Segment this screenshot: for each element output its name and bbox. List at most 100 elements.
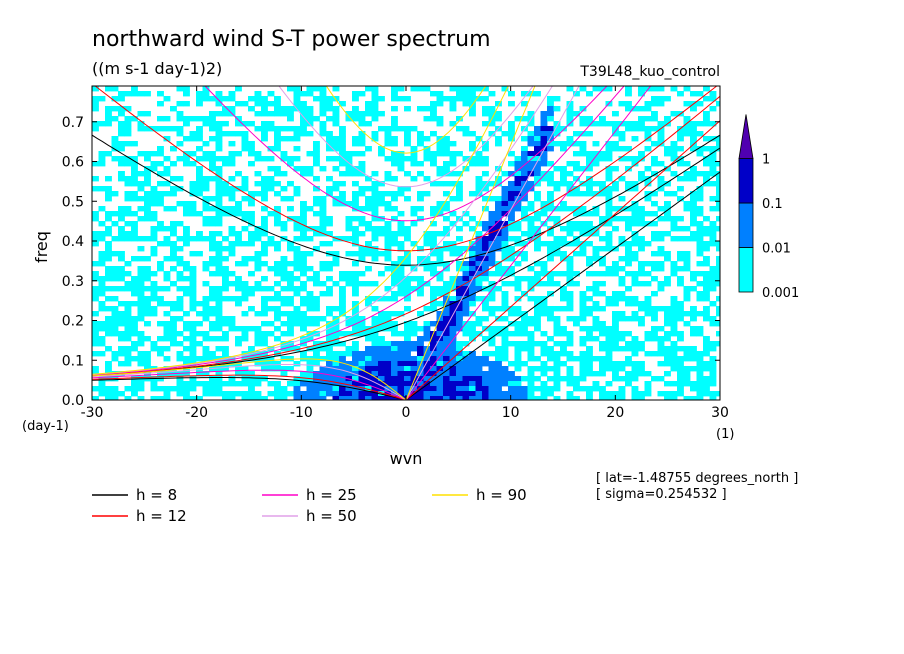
power-cell xyxy=(436,321,444,327)
power-cell xyxy=(638,126,645,132)
power-cell xyxy=(365,111,372,117)
power-cell xyxy=(176,306,184,312)
power-cell xyxy=(664,211,671,217)
power-cell xyxy=(365,221,372,227)
power-cell xyxy=(293,186,301,192)
power-cell xyxy=(241,291,249,297)
power-cell xyxy=(657,186,665,192)
power-cell xyxy=(228,156,236,162)
power-cell xyxy=(131,331,138,337)
power-cell xyxy=(131,346,138,352)
power-cell xyxy=(300,101,307,107)
power-cell xyxy=(566,341,574,347)
power-cell xyxy=(189,136,197,142)
power-cell xyxy=(384,366,392,372)
power-cell xyxy=(358,121,366,127)
power-cell xyxy=(118,391,125,397)
power-cell xyxy=(488,306,496,312)
power-cell xyxy=(241,261,249,267)
power-cell xyxy=(709,281,717,287)
power-cell xyxy=(456,376,463,382)
power-cell xyxy=(235,206,242,212)
power-cell xyxy=(638,206,645,212)
power-cell xyxy=(592,181,600,187)
power-cell xyxy=(404,226,411,232)
power-cell xyxy=(456,296,463,302)
power-cell xyxy=(358,271,366,277)
power-cell xyxy=(514,191,522,197)
power-cell xyxy=(443,226,450,232)
power-cell xyxy=(365,336,372,342)
power-cell xyxy=(638,106,645,112)
power-cell xyxy=(417,346,424,352)
power-cell xyxy=(631,376,639,382)
power-cell xyxy=(534,161,541,167)
power-cell xyxy=(189,191,197,197)
power-cell xyxy=(430,116,437,122)
power-cell xyxy=(345,156,353,162)
power-cell xyxy=(352,226,359,232)
power-cell xyxy=(131,226,138,232)
power-cell xyxy=(319,366,327,372)
power-cell xyxy=(534,211,541,217)
power-cell xyxy=(651,291,658,297)
power-cell xyxy=(176,186,184,192)
power-cell xyxy=(599,341,606,347)
power-cell xyxy=(638,216,645,222)
power-cell xyxy=(215,221,223,227)
power-cell xyxy=(690,201,697,207)
power-cell xyxy=(137,286,145,292)
power-cell xyxy=(709,226,717,232)
power-cell xyxy=(261,176,268,182)
power-cell xyxy=(501,391,509,397)
power-cell xyxy=(696,356,704,362)
power-cell xyxy=(573,176,580,182)
power-cell xyxy=(482,336,489,342)
power-cell xyxy=(280,266,288,272)
power-cell xyxy=(189,201,197,207)
power-cell xyxy=(638,91,645,97)
power-cell xyxy=(430,221,437,227)
power-cell xyxy=(274,111,281,117)
power-cell xyxy=(709,156,717,162)
power-cell xyxy=(475,181,483,187)
power-cell xyxy=(534,341,541,347)
power-cell xyxy=(209,356,216,362)
power-cell xyxy=(241,256,249,262)
power-cell xyxy=(189,276,197,282)
power-cell xyxy=(657,306,665,312)
power-cell xyxy=(657,96,665,102)
power-cell xyxy=(371,281,379,287)
power-cell xyxy=(514,166,522,172)
power-cell xyxy=(326,101,333,107)
power-cell xyxy=(527,376,535,382)
power-cell xyxy=(703,146,710,152)
power-cell xyxy=(254,156,262,162)
power-cell xyxy=(319,101,327,107)
power-cell xyxy=(683,126,691,132)
power-cell xyxy=(677,281,684,287)
power-cell xyxy=(703,391,710,397)
power-cell xyxy=(462,286,470,292)
power-cell xyxy=(540,136,548,142)
power-cell xyxy=(469,246,476,252)
power-cell xyxy=(111,236,119,242)
power-cell xyxy=(404,131,411,137)
power-cell xyxy=(131,116,138,122)
power-cell xyxy=(469,156,476,162)
power-cell xyxy=(651,201,658,207)
power-cell xyxy=(423,351,431,357)
power-cell xyxy=(111,306,119,312)
power-cell xyxy=(475,231,483,237)
power-cell xyxy=(618,346,626,352)
power-cell xyxy=(274,296,281,302)
power-cell xyxy=(716,281,720,287)
power-cell xyxy=(215,156,223,162)
power-cell xyxy=(371,171,379,177)
ig-curve-h12 xyxy=(94,86,718,252)
power-cell xyxy=(339,151,346,157)
power-cell xyxy=(592,301,600,307)
power-cell xyxy=(254,181,262,187)
power-cell xyxy=(371,86,379,92)
power-cell xyxy=(430,181,437,187)
